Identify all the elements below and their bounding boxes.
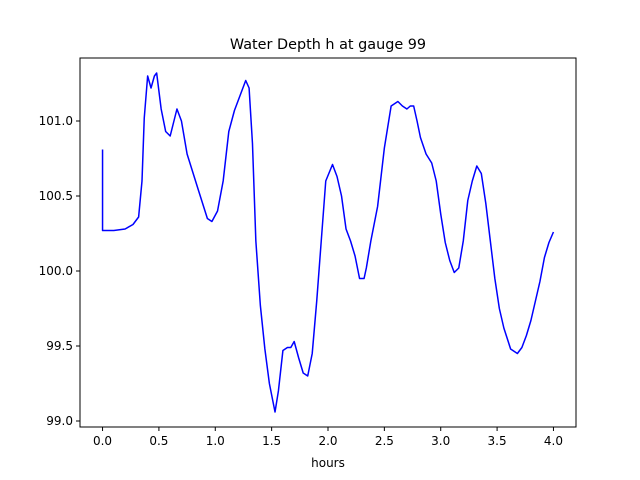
x-axis-label: hours [311, 456, 345, 470]
y-axis-ticks: 99.0 99.5 100.0 100.5 101.0 [39, 114, 80, 428]
y-tick-label: 99.0 [46, 414, 73, 428]
chart-title: Water Depth h at gauge 99 [230, 37, 426, 53]
x-tick-label: 3.5 [488, 434, 507, 448]
y-tick-label: 100.5 [39, 189, 73, 203]
y-tick-label: 99.5 [46, 339, 73, 353]
x-tick-label: 2.5 [375, 434, 394, 448]
x-tick-label: 1.0 [206, 434, 225, 448]
plot-area [101, 72, 555, 413]
y-tick-label: 100.0 [39, 264, 73, 278]
x-axis-ticks: 0.0 0.5 1.0 1.5 2.0 2.5 3.0 3.5 4.0 [93, 427, 563, 448]
x-tick-label: 3.0 [431, 434, 450, 448]
x-tick-label: 1.5 [262, 434, 281, 448]
x-tick-label: 0.5 [149, 434, 168, 448]
x-tick-label: 4.0 [544, 434, 563, 448]
x-tick-label: 0.0 [93, 434, 112, 448]
x-tick-label: 2.0 [318, 434, 337, 448]
y-tick-label: 101.0 [39, 114, 73, 128]
series-line [101, 72, 555, 413]
